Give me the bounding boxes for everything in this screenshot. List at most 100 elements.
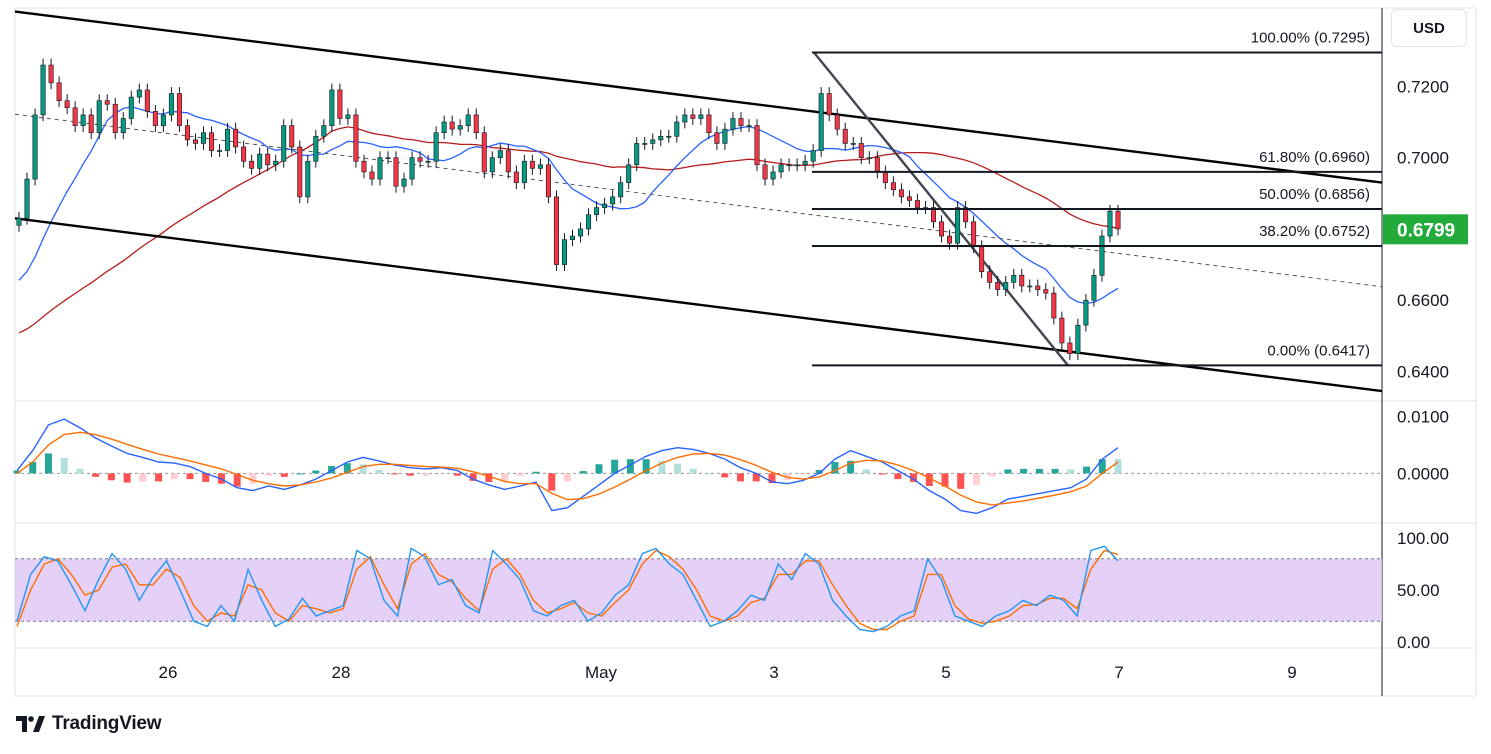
candle-body <box>939 221 945 237</box>
candle-body <box>281 125 287 162</box>
candle-body <box>1035 285 1041 290</box>
candle-body <box>1003 282 1009 290</box>
time-tick-label: 26 <box>159 663 178 682</box>
candle-body <box>345 114 351 119</box>
fib-level-label: 0.00% (0.6417) <box>1267 342 1370 359</box>
time-tick-label: 5 <box>941 663 950 682</box>
macd-histogram-bar <box>878 473 886 475</box>
candle-body <box>417 157 423 162</box>
candle-body <box>136 89 142 98</box>
macd-histogram-bar <box>910 473 918 482</box>
candle-body <box>1099 235 1105 276</box>
macd-histogram-bar <box>155 473 163 482</box>
macd-histogram-bar <box>737 473 745 482</box>
candle-body <box>826 93 832 116</box>
macd-histogram-bar <box>280 473 288 477</box>
macd-histogram-bar <box>564 473 571 482</box>
time-tick-label: 3 <box>769 663 778 682</box>
stochastic-rsi-pane <box>16 545 1119 633</box>
candle-body <box>393 157 399 187</box>
macd-histogram-bar <box>611 459 619 474</box>
candle-body <box>802 160 808 166</box>
candle-body <box>1011 274 1017 283</box>
candle-body <box>690 114 696 119</box>
candle-body <box>979 246 985 273</box>
candle-body <box>289 125 295 148</box>
candle-body <box>995 282 1001 290</box>
trend-channel <box>14 10 1383 393</box>
time-tick-label: May <box>585 663 618 682</box>
candle-body <box>265 153 271 166</box>
currency-label: USD <box>1413 19 1445 37</box>
candle-body <box>32 114 38 180</box>
macd-histogram-bar <box>139 473 147 482</box>
candle-body <box>481 132 487 173</box>
macd-line <box>16 418 1119 515</box>
stoch-tick-label: 0.00 <box>1397 633 1430 652</box>
candle-body <box>377 157 383 180</box>
macd-histogram-bar <box>642 459 650 474</box>
candle-body <box>722 128 728 144</box>
stoch-tick-label: 50.00 <box>1397 581 1440 600</box>
macd-histogram-bar <box>1035 468 1043 474</box>
currency-selector[interactable]: USD <box>1391 9 1467 47</box>
macd-histogram-bar <box>831 462 839 474</box>
candle-body <box>561 239 567 265</box>
candle-body <box>489 157 495 173</box>
candle-body <box>537 164 543 169</box>
candle-body <box>16 217 22 226</box>
fib-level-label: 50.00% (0.6856) <box>1259 186 1370 203</box>
candle-body <box>24 178 30 219</box>
candle-body <box>209 132 215 151</box>
candle-body <box>433 132 439 162</box>
candle-body <box>987 271 993 283</box>
macd-histogram-bar <box>359 464 367 474</box>
macd-histogram-bar <box>233 473 241 487</box>
candle-body <box>233 128 239 148</box>
channel-lower-line <box>14 217 1383 393</box>
candle-body <box>1075 324 1081 354</box>
macd-histogram-bar <box>1067 469 1075 474</box>
macd-histogram-bar <box>1020 468 1028 474</box>
ma-slow-line <box>18 126 1119 334</box>
macd-histogram-bar <box>548 473 556 491</box>
candle-body <box>754 125 760 166</box>
macd-histogram-bar <box>705 473 713 475</box>
candle-body <box>120 118 126 134</box>
macd-histogram-bar <box>13 470 21 474</box>
candle-body <box>112 103 118 134</box>
macd-tick-label: 0.0100 <box>1397 407 1449 426</box>
stochastic-band <box>15 558 1382 622</box>
candle-body <box>578 228 584 237</box>
time-axis: 26 28 May 3 5 7 9 <box>159 663 1297 682</box>
macd-histogram-bar <box>626 459 634 474</box>
candle-body <box>241 146 247 162</box>
candle-body <box>505 150 511 173</box>
macd-histogram-bar <box>249 473 257 484</box>
fib-level-label: 100.00% (0.7295) <box>1251 30 1370 47</box>
candle-body <box>706 114 712 134</box>
candle-body <box>738 118 744 126</box>
candle-body <box>570 235 576 240</box>
macd-histogram-bar <box>123 473 131 483</box>
macd-histogram-bar <box>29 462 37 474</box>
candle-body <box>152 111 158 126</box>
candle-body <box>401 178 407 187</box>
candles-group <box>16 58 1121 361</box>
candle-body <box>971 221 977 248</box>
candle-body <box>818 93 824 151</box>
candle-body <box>698 114 704 119</box>
macd-pane <box>13 418 1382 515</box>
candle-body <box>947 235 953 244</box>
tradingview-logo[interactable]: TradingView <box>16 712 162 736</box>
candle-body <box>626 164 632 183</box>
macd-histogram-bar <box>76 468 84 474</box>
candle-body <box>329 89 335 126</box>
macd-tick-label: 0.0000 <box>1397 464 1449 483</box>
fib-level-label: 38.20% (0.6752) <box>1259 223 1370 240</box>
candle-body <box>682 114 688 123</box>
candle-body <box>128 96 134 119</box>
channel-upper-line <box>14 10 1383 184</box>
